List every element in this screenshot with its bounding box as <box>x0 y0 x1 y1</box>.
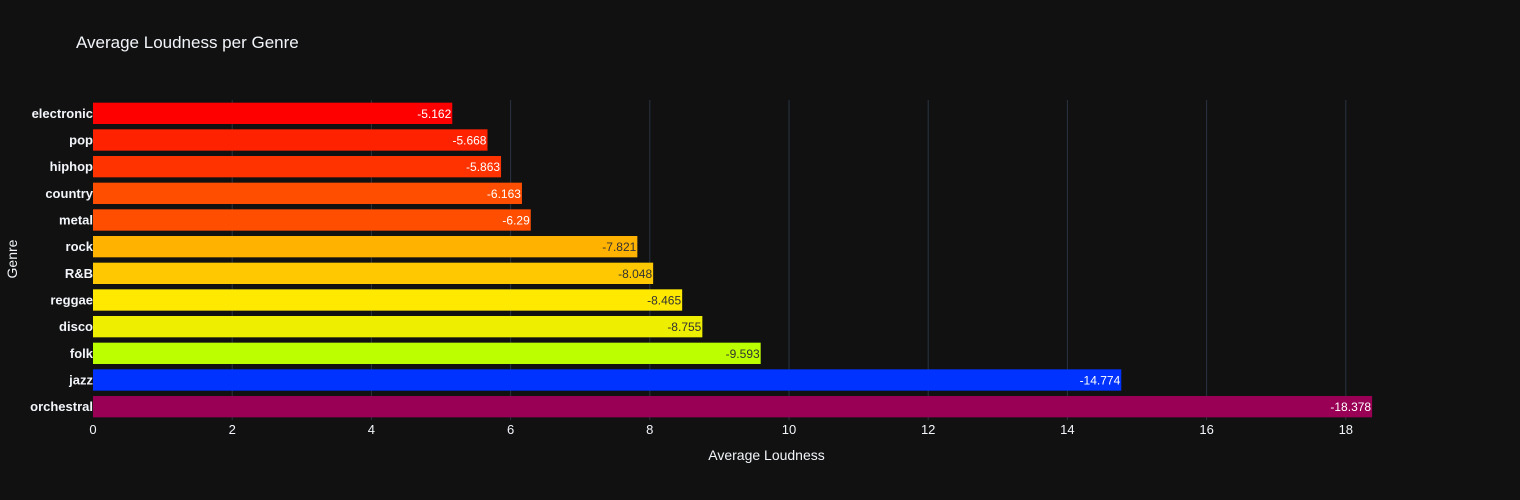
x-tick-label: 2 <box>229 422 236 437</box>
x-tick-layer: 0 2 4 6 8 10 12 14 16 18 <box>89 422 1353 437</box>
x-tick-label: 6 <box>507 422 514 437</box>
bar-jazz[interactable] <box>93 369 1122 391</box>
bar-pop[interactable] <box>93 129 488 151</box>
bar-hiphop[interactable] <box>93 156 502 178</box>
y-tick-label: metal <box>59 213 93 228</box>
y-tick-label: electronic <box>32 106 93 121</box>
y-tick-label: hiphop <box>50 159 93 174</box>
data-label: -5.162 <box>417 107 451 121</box>
x-tick-label: 16 <box>1199 422 1213 437</box>
data-label: -9.593 <box>726 347 760 361</box>
data-label: -7.821 <box>602 240 636 254</box>
x-axis-title: Average Loudness <box>708 447 825 463</box>
bar-folk[interactable] <box>93 342 761 364</box>
x-tick-label: 4 <box>368 422 375 437</box>
y-tick-label: pop <box>69 133 93 148</box>
data-label: -6.29 <box>502 214 530 228</box>
y-tick-label: disco <box>59 319 93 334</box>
grid-layer <box>231 100 1347 420</box>
data-label: -5.863 <box>466 160 500 174</box>
data-label: -8.465 <box>647 294 681 308</box>
data-label: -5.668 <box>452 134 486 148</box>
y-tick-label: reggae <box>50 293 93 308</box>
x-tick-label: 10 <box>782 422 796 437</box>
y-tick-label: jazz <box>68 373 93 388</box>
y-tick-label: rock <box>66 239 94 254</box>
x-tick-label: 14 <box>1060 422 1074 437</box>
y-tick-label: orchestral <box>30 399 93 414</box>
data-label: -6.163 <box>487 187 521 201</box>
y-tick-label: R&B <box>65 266 93 281</box>
bar-r-b[interactable] <box>93 262 654 284</box>
data-label-layer: -5.162-5.668 -5.863 -6.163 -6.29 -7.821 -8.04… <box>417 107 1371 414</box>
data-label: -8.048 <box>618 267 652 281</box>
bar-orchestral[interactable] <box>93 396 1373 418</box>
bar-layer <box>93 102 1373 418</box>
data-label: -18.378 <box>1330 400 1371 414</box>
bar-rock[interactable] <box>93 236 638 258</box>
x-tick-label: 0 <box>89 422 96 437</box>
bar-disco[interactable] <box>93 316 703 338</box>
y-tick-layer: electronic pop hiphop country metal rock R&B re… <box>30 106 94 414</box>
bar-country[interactable] <box>93 182 522 204</box>
y-tick-label: country <box>45 186 93 201</box>
x-tick-label: 8 <box>646 422 653 437</box>
y-tick-label: folk <box>70 346 94 361</box>
chart-title: Average Loudness per Genre <box>76 33 299 52</box>
data-label: -8.755 <box>667 320 701 334</box>
x-tick-label: 18 <box>1339 422 1353 437</box>
bar-metal[interactable] <box>93 209 531 231</box>
x-tick-label: 12 <box>921 422 935 437</box>
bar-electronic[interactable] <box>93 102 453 124</box>
bar-reggae[interactable] <box>93 289 683 311</box>
data-label: -14.774 <box>1080 374 1121 388</box>
y-axis-title: Genre <box>4 239 20 279</box>
